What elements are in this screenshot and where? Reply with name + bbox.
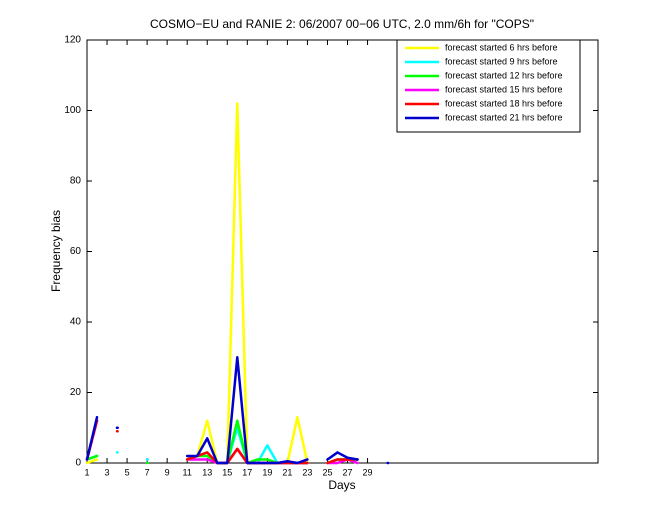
legend: forecast started 6 hrs before forecast st… bbox=[396, 39, 581, 133]
y-tick-label: 40 bbox=[70, 317, 82, 328]
y-tick-label: 100 bbox=[64, 105, 81, 116]
legend-label: forecast started 9 hrs before bbox=[445, 56, 558, 66]
x-tick-label: 7 bbox=[145, 467, 150, 477]
series-line bbox=[185, 356, 309, 465]
series-line bbox=[85, 415, 99, 461]
x-axis-label: Days bbox=[328, 478, 355, 492]
y-axis-label: Frequency bias bbox=[49, 210, 63, 292]
legend-label: forecast started 6 hrs before bbox=[445, 42, 558, 52]
series-line bbox=[326, 451, 359, 461]
x-tick-label: 29 bbox=[363, 467, 373, 477]
series-line bbox=[85, 454, 99, 461]
legend-label: forecast started 21 hrs before bbox=[445, 112, 563, 122]
legend-box bbox=[396, 39, 581, 133]
y-tick-label: 0 bbox=[75, 458, 81, 469]
x-tick-label: 11 bbox=[183, 467, 192, 477]
y-tick-label: 80 bbox=[70, 176, 82, 187]
x-tick-label: 13 bbox=[202, 467, 212, 477]
x-tick-label: 19 bbox=[262, 467, 272, 477]
y-tick-label: 120 bbox=[64, 35, 81, 46]
x-tick-label: 21 bbox=[282, 467, 292, 477]
x-tick-label: 27 bbox=[343, 467, 353, 477]
x-tick-label: 17 bbox=[242, 467, 252, 477]
chart-title: COSMO−EU and RANIE 2: 06/2007 00−06 UTC,… bbox=[150, 17, 534, 31]
y-tick-label: 60 bbox=[70, 246, 82, 257]
series-line bbox=[326, 458, 359, 465]
x-tick-label: 23 bbox=[302, 467, 312, 477]
x-tick-label: 9 bbox=[165, 467, 170, 477]
x-tick-label: 5 bbox=[125, 467, 130, 477]
series-line bbox=[85, 458, 99, 465]
x-tick-label: 1 bbox=[84, 467, 89, 477]
legend-label: forecast started 15 hrs before bbox=[445, 84, 563, 94]
legend-label: forecast started 18 hrs before bbox=[445, 98, 563, 108]
legend-label: forecast started 12 hrs before bbox=[445, 70, 563, 80]
x-tick-label: 3 bbox=[105, 467, 110, 477]
y-tick-label: 20 bbox=[70, 387, 82, 398]
x-tick-label: 25 bbox=[322, 467, 332, 477]
x-tick-label: 15 bbox=[222, 467, 232, 477]
